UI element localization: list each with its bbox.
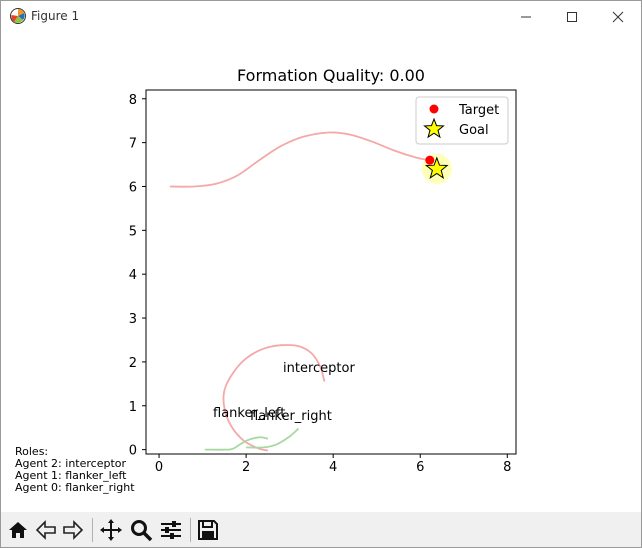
role-agent-2: Agent 2: interceptor (15, 457, 126, 470)
y-tick-label: 0 (129, 444, 137, 459)
configure-subplots-button[interactable] (158, 517, 184, 543)
window-title: Figure 1 (31, 9, 80, 23)
roles-text: Roles: Agent 2: interceptor Agent 1: fla… (15, 445, 135, 494)
pan-icon (100, 519, 122, 541)
annotation-interceptor: interceptor (283, 361, 355, 376)
home-button[interactable] (5, 517, 31, 543)
role-agent-0: Agent 0: flanker_right (15, 481, 135, 494)
matplotlib-app-icon (10, 8, 26, 24)
legend-target-label: Target (458, 103, 499, 118)
x-tick-label: 4 (329, 460, 337, 475)
legend-target-marker (429, 104, 439, 114)
x-tick-label: 0 (155, 460, 163, 475)
pan-button[interactable] (98, 517, 124, 543)
zoom-button[interactable] (128, 517, 154, 543)
y-tick-label: 3 (129, 312, 137, 327)
zoom-magnifier-icon (131, 520, 153, 542)
role-agent-1: Agent 1: flanker_left (15, 469, 127, 482)
legend-goal-star-icon (423, 117, 445, 139)
toolbar-separator (92, 518, 93, 542)
minimize-button[interactable] (503, 1, 549, 32)
home-icon (9, 522, 27, 538)
close-button[interactable] (595, 1, 641, 32)
y-tick-label: 2 (129, 356, 137, 371)
roles-heading: Roles: (15, 445, 48, 458)
y-tick-label: 6 (129, 180, 137, 195)
annotation-flanker-left: flanker_left (213, 406, 285, 421)
markers-layer (421, 153, 452, 184)
forward-button[interactable] (60, 517, 86, 543)
trajectory-line-4 (204, 436, 269, 451)
axes-frame (145, 89, 517, 455)
annotation-flanker-right: flanker_right (250, 409, 332, 424)
minimize-icon (521, 16, 531, 17)
trajectory-line-5 (246, 427, 300, 449)
trajectory-line-3 (222, 344, 326, 452)
forward-arrow-icon (63, 520, 84, 540)
target-point (425, 155, 435, 165)
axis-ticks: 0 2 4 6 8 0 1 2 3 4 5 6 7 8 (129, 93, 512, 475)
y-tick-label: 4 (129, 268, 137, 283)
y-tick-label: 7 (129, 137, 137, 152)
y-tick-label: 5 (129, 224, 137, 239)
trajectory-layer (169, 131, 430, 452)
maximize-button[interactable] (549, 1, 595, 32)
toolbar-separator (190, 518, 191, 542)
save-button[interactable] (195, 517, 221, 543)
y-tick-label: 8 (129, 93, 137, 108)
y-tick-label: 1 (129, 400, 137, 415)
maximize-icon (567, 11, 577, 22)
title-bar: Figure 1 (1, 1, 641, 32)
x-tick-label: 2 (242, 460, 250, 475)
close-icon (612, 11, 624, 22)
x-tick-label: 8 (503, 460, 511, 475)
legend-goal-label: Goal (459, 123, 489, 138)
goal-star (424, 156, 449, 179)
save-floppy-icon (198, 520, 218, 540)
sliders-icon (161, 521, 181, 539)
chart-title: Formation Quality: 0.00 (237, 66, 425, 85)
x-tick-label: 6 (416, 460, 424, 475)
back-button[interactable] (33, 517, 59, 543)
trajectory-line-2 (169, 131, 430, 188)
figure-svg: 0 2 4 6 8 0 1 2 3 4 5 6 7 8 Formation Quality: 0.00 i… (15, 66, 517, 494)
navigation-toolbar (1, 512, 641, 547)
legend: Target Goal (415, 96, 509, 145)
figure-canvas[interactable]: 0 2 4 6 8 0 1 2 3 4 5 6 7 8 Formation Quality: 0.00 i… (1, 32, 641, 512)
back-arrow-icon (35, 520, 56, 540)
